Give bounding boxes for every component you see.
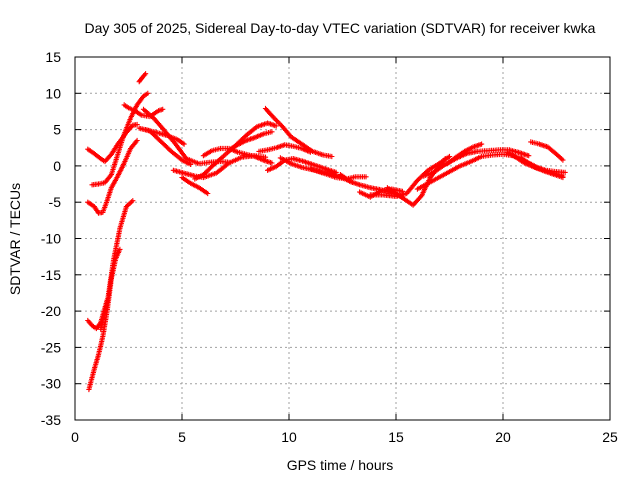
data-series-arc-2 — [85, 137, 140, 216]
y-tick-label: -20 — [41, 303, 61, 319]
data-point — [205, 167, 211, 173]
x-axis-label: GPS time / hours — [287, 457, 394, 473]
data-series-arc-1 — [85, 121, 140, 165]
data-point — [117, 246, 123, 252]
data-series-arc-7 — [136, 71, 149, 85]
y-tick-label: -25 — [41, 339, 61, 355]
x-tick-label: 10 — [281, 429, 297, 445]
y-tick-label: -30 — [41, 376, 61, 392]
data-point — [479, 141, 485, 147]
data-series-arc-21 — [307, 166, 369, 182]
x-tick-label: 15 — [388, 429, 404, 445]
x-tick-label: 20 — [495, 429, 511, 445]
y-tick-label: 15 — [45, 49, 61, 65]
axes: 0 5 10 15 20 25 -35 -30 -25 -20 -15 -10 -5 0 5 10 15 — [41, 49, 618, 445]
data-point — [143, 71, 149, 77]
data-point — [562, 169, 568, 175]
data-series-arc-17 — [262, 105, 335, 160]
data-point — [446, 153, 453, 160]
data-series-arc-13 — [179, 174, 211, 197]
data-point — [104, 297, 110, 303]
chart-title: Day 305 of 2025, Sidereal Day-to-day VTE… — [85, 20, 596, 36]
data-series-arc-30 — [528, 139, 566, 163]
data-point — [273, 123, 279, 129]
data-series-arc-31 — [504, 150, 566, 179]
y-tick-label: -5 — [49, 194, 62, 210]
data-point — [130, 198, 136, 204]
y-tick-label: 10 — [45, 85, 61, 101]
data-points — [85, 71, 568, 393]
data-point — [134, 137, 140, 144]
y-tick-label: -15 — [41, 267, 61, 283]
data-point — [262, 154, 269, 160]
x-tick-label: 0 — [71, 429, 79, 445]
x-tick-label: 5 — [178, 429, 186, 445]
data-point — [560, 157, 566, 163]
y-tick-label: 5 — [53, 122, 61, 138]
data-series-arc-3 — [89, 90, 151, 188]
data-series-arc-18 — [256, 142, 313, 155]
data-point — [269, 160, 275, 166]
data-point — [307, 149, 313, 155]
x-tick-label: 25 — [602, 429, 618, 445]
data-series-arc-11 — [136, 125, 194, 167]
data-point — [442, 156, 448, 162]
data-series-arc-16 — [226, 129, 275, 153]
data-point — [363, 174, 369, 180]
data-point — [181, 141, 187, 147]
data-series-arc-6 — [85, 297, 110, 332]
data-point — [526, 153, 532, 159]
data-point — [560, 173, 566, 179]
data-point — [329, 153, 335, 160]
data-point — [269, 129, 275, 135]
data-series-arc-14 — [192, 120, 279, 182]
data-point — [205, 190, 211, 197]
y-axis-label: SDTVAR / TECUs — [7, 183, 23, 295]
data-point — [188, 161, 194, 167]
y-tick-label: 0 — [53, 158, 61, 174]
data-series-arc-5 — [86, 246, 123, 393]
y-tick-label: -10 — [41, 231, 61, 247]
y-tick-label: -35 — [41, 412, 61, 428]
data-point — [134, 121, 140, 128]
gridlines — [75, 57, 610, 420]
data-series-arc-28 — [444, 141, 485, 167]
data-point — [160, 106, 166, 112]
data-point — [145, 90, 151, 96]
